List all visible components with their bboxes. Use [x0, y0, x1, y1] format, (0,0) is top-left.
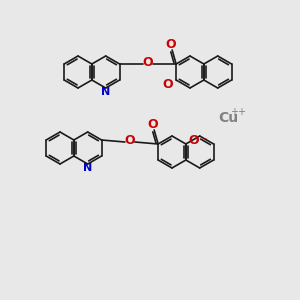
Text: N: N [83, 163, 92, 173]
Text: O: O [142, 56, 153, 68]
Text: O: O [188, 134, 199, 148]
Text: ⁻: ⁻ [201, 136, 206, 146]
Text: N: N [101, 87, 110, 97]
Text: O: O [148, 118, 158, 131]
Text: ⁻: ⁻ [176, 79, 181, 89]
Text: O: O [163, 77, 173, 91]
Text: O: O [166, 38, 176, 52]
Text: O: O [124, 134, 135, 146]
Text: ++: ++ [230, 107, 246, 117]
Text: Cu: Cu [218, 111, 238, 125]
